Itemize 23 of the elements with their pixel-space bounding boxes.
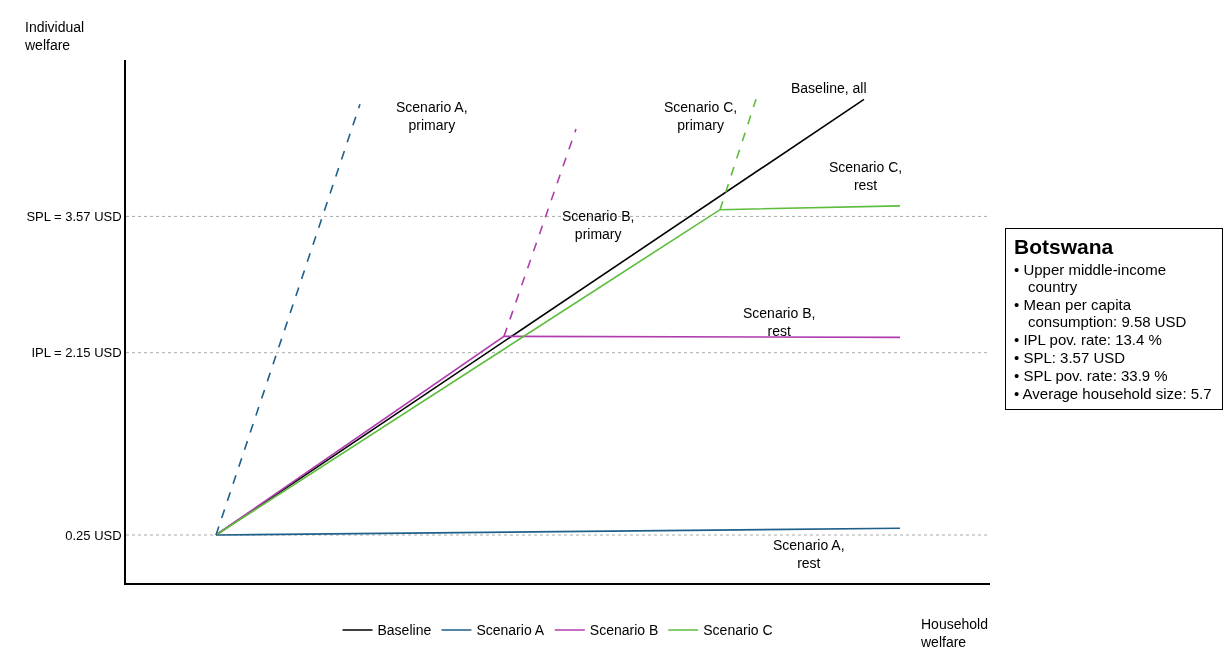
y-tick-label: SPL = 3.57 USD (26, 208, 122, 224)
legend-label: Scenario A (476, 622, 545, 639)
text: • SPL pov. rate: 33.9 % (1014, 367, 1169, 384)
y-axis-title: Individual welfare (24, 19, 85, 54)
text: • Average household size: 5.7 (1014, 385, 1213, 402)
text: Botswana (1014, 235, 1115, 259)
text: • Mean per capita consumption: 9.58 USD (1014, 296, 1188, 330)
text: • SPL: 3.57 USD (1014, 349, 1127, 366)
y-tick-label: IPL = 2.15 USD (31, 345, 122, 361)
annotation: Scenario C, rest (829, 159, 903, 194)
y-tick-label: 0.25 USD (65, 527, 122, 543)
legend-label: Scenario B (589, 622, 659, 639)
annotation: Scenario C, primary (664, 99, 738, 134)
annotation: Scenario B, primary (562, 208, 635, 243)
annotation: Scenario A, primary (396, 99, 468, 134)
text: • IPL pov. rate: 13.4 % (1014, 331, 1163, 348)
x-axis-title: Household welfare (920, 616, 988, 651)
annotation: Scenario B, rest (743, 305, 816, 340)
annotation: Baseline, all (791, 80, 867, 96)
legend-label: Baseline (377, 622, 432, 639)
legend-label: Scenario C (703, 622, 773, 639)
annotation: Scenario A, rest (773, 537, 845, 572)
text: • Upper middle-income country (1014, 261, 1167, 295)
